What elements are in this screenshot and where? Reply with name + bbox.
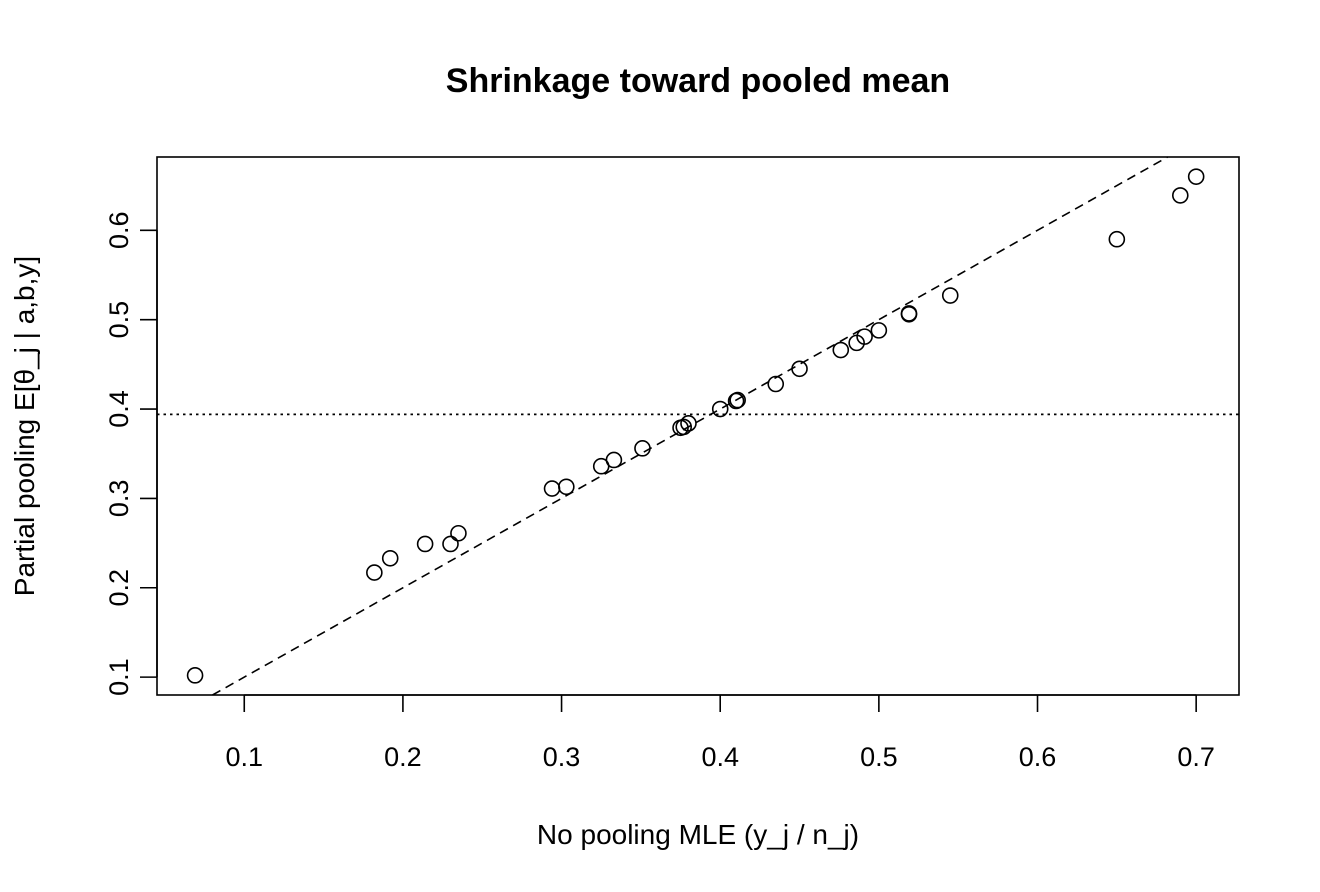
data-point [870, 322, 888, 339]
data-point [605, 451, 623, 469]
data-point [832, 341, 850, 359]
data-point [381, 549, 399, 567]
chart-title: Shrinkage toward pooled mean [446, 62, 950, 100]
data-point [680, 415, 697, 432]
data-point [1171, 187, 1189, 204]
y-tick-label: 0.5 [104, 301, 134, 339]
y-tick-label: 0.2 [104, 569, 134, 607]
data-point [900, 305, 918, 322]
x-axis-label: No pooling MLE (y_j / n_j) [537, 819, 859, 850]
y-tick-label: 0.3 [104, 480, 134, 518]
x-axis: 0.1 0.2 0.3 0.4 0.5 0.6 0.7 [225, 694, 1215, 772]
y-tick-label: 0.6 [104, 212, 134, 250]
data-point [186, 667, 204, 684]
data-point [729, 391, 746, 409]
data-point [1108, 230, 1126, 248]
data-point [543, 480, 561, 497]
x-tick-label: 0.3 [543, 742, 581, 772]
data-point [366, 564, 383, 581]
x-tick-label: 0.4 [701, 742, 739, 772]
data-point [416, 535, 434, 553]
reference-lines [157, 156, 1239, 696]
y-tick-label: 0.1 [104, 658, 134, 696]
data-point [634, 440, 651, 457]
y-axis: 0.1 0.2 0.3 0.4 0.5 0.6 [104, 212, 158, 696]
data-points [186, 168, 1205, 684]
data-point [442, 535, 459, 553]
y-axis-label: Partial pooling E[θ_j | a,b,y] [9, 256, 40, 596]
x-tick-label: 0.6 [1019, 742, 1057, 772]
data-point [450, 524, 467, 542]
data-point [767, 375, 785, 393]
data-point [856, 328, 873, 345]
x-tick-label: 0.7 [1177, 742, 1215, 772]
x-tick-label: 0.2 [384, 742, 422, 772]
data-point [791, 360, 808, 378]
data-point [1187, 168, 1205, 185]
y-tick-label: 0.4 [104, 390, 134, 428]
x-tick-label: 0.5 [860, 742, 898, 772]
plot-frame [156, 156, 1240, 696]
identity-reference-line [212, 156, 1168, 696]
x-tick-label: 0.1 [225, 742, 263, 772]
data-point [558, 478, 575, 496]
data-point [675, 418, 693, 436]
data-point [941, 287, 959, 304]
data-point [711, 400, 729, 418]
